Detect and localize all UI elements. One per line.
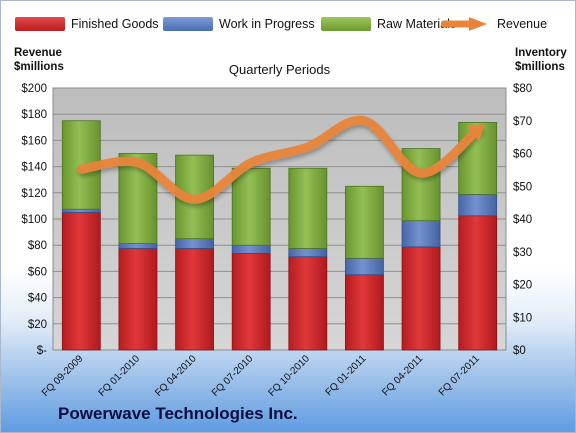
x-tick-label: FQ 10-2010	[266, 353, 312, 399]
revenue-point-fq-09-2009	[80, 168, 82, 170]
legend-item-finished-goods: Finished Goods	[15, 13, 159, 35]
legend-item-work-in-progress: Work in Progress	[163, 13, 315, 35]
bar-work-in-progress-fq-07-2011	[458, 194, 498, 217]
x-tick-label: FQ 04-2010	[153, 353, 199, 399]
right-tick-label: $70	[513, 116, 532, 128]
left-axis-title-line2: $millions	[14, 61, 64, 73]
legend-swatch-raw-materials	[321, 17, 371, 31]
legend-label-work-in-progress: Work in Progress	[219, 17, 315, 31]
bar-raw-materials-fq-10-2010	[288, 167, 328, 249]
left-axis-title: Revenue $millions	[14, 46, 64, 74]
legend-swatch-work-in-progress	[163, 17, 213, 31]
bar-raw-materials-fq-01-2011	[345, 185, 384, 259]
legend-item-raw-materials: Raw Materials	[321, 13, 456, 35]
left-axis-title-line1: Revenue	[14, 47, 62, 59]
legend: Finished Goods Work in Progress Raw Mate…	[1, 13, 575, 35]
revenue-point-fq-01-2010	[137, 162, 139, 164]
legend-label-finished-goods: Finished Goods	[71, 17, 159, 31]
bar-work-in-progress-fq-01-2011	[345, 257, 384, 276]
revenue-point-fq-04-2010	[194, 198, 196, 200]
left-tick-label: $20	[28, 319, 47, 331]
x-tick-label: FQ 01-2010	[97, 353, 143, 399]
left-tick-label: $200	[21, 83, 47, 95]
bar-finished-goods-fq-07-2011	[458, 215, 498, 351]
legend-label-revenue: Revenue	[497, 17, 548, 31]
revenue-arrowhead	[466, 124, 485, 142]
revenue-point-fq-10-2010	[307, 146, 309, 148]
bar-finished-goods-fq-07-2010	[231, 252, 271, 351]
right-tick-label: $40	[513, 214, 532, 226]
revenue-point-fq-01-2011	[363, 120, 365, 122]
x-tick-label: FQ 07-2010	[210, 353, 256, 399]
revenue-point-fq-04-2011	[420, 172, 422, 174]
chart-title: Quarterly Periods	[229, 62, 331, 77]
right-tick-label: $30	[513, 247, 532, 259]
right-axis-title: Inventory $millions	[515, 46, 567, 74]
bar-work-in-progress-fq-01-2010	[118, 243, 158, 249]
left-tick-label: $-	[37, 345, 47, 357]
right-axis-title-line2: $millions	[515, 61, 565, 73]
legend-label-raw-materials: Raw Materials	[377, 17, 457, 31]
right-tick-label: $80	[513, 83, 532, 95]
bar-work-in-progress-fq-07-2010	[231, 244, 271, 254]
bar-finished-goods-fq-01-2011	[345, 274, 384, 351]
company-name: Powerwave Technologies Inc.	[58, 404, 298, 423]
left-tick-label: $60	[28, 266, 47, 278]
left-tick-label: $120	[21, 188, 47, 200]
left-tick-label: $80	[28, 240, 47, 252]
left-tick-label: $100	[21, 214, 47, 226]
legend-item-revenue: Revenue	[441, 13, 547, 35]
revenue-point-fq-07-2010	[250, 162, 252, 164]
bar-finished-goods-fq-10-2010	[288, 256, 328, 351]
bar-finished-goods-fq-04-2011	[401, 246, 441, 351]
legend-swatch-finished-goods	[15, 17, 65, 31]
left-tick-label: $180	[21, 109, 47, 121]
bar-work-in-progress-fq-04-2010	[175, 238, 214, 249]
x-tick-label: FQ 07-2011	[437, 353, 482, 398]
x-tick-label: FQ 09-2009	[40, 353, 86, 399]
bar-finished-goods-fq-04-2010	[175, 248, 214, 351]
right-tick-label: $20	[513, 280, 532, 292]
revenue-line	[76, 115, 483, 204]
right-tick-label: $60	[513, 149, 532, 161]
right-tick-label: $10	[513, 312, 532, 324]
left-tick-label: $140	[21, 162, 47, 174]
bar-finished-goods-fq-09-2009	[61, 212, 101, 351]
right-axis-title-line1: Inventory	[515, 47, 567, 59]
revenue-point-fq-07-2011	[477, 129, 479, 131]
bar-finished-goods-fq-01-2010	[118, 248, 158, 351]
left-tick-label: $40	[28, 293, 47, 305]
x-tick-label: FQ 01-2011	[324, 353, 369, 398]
left-tick-label: $160	[21, 135, 47, 147]
x-tick-label: FQ 04-2011	[380, 353, 425, 398]
bar-work-in-progress-fq-09-2009	[61, 208, 101, 213]
legend-swatch-revenue	[441, 17, 487, 31]
right-tick-label: $50	[513, 181, 532, 193]
bar-raw-materials-fq-07-2010	[231, 167, 271, 246]
right-tick-label: $0	[513, 345, 526, 357]
bar-work-in-progress-fq-10-2010	[288, 248, 328, 258]
bar-work-in-progress-fq-04-2011	[401, 220, 441, 248]
